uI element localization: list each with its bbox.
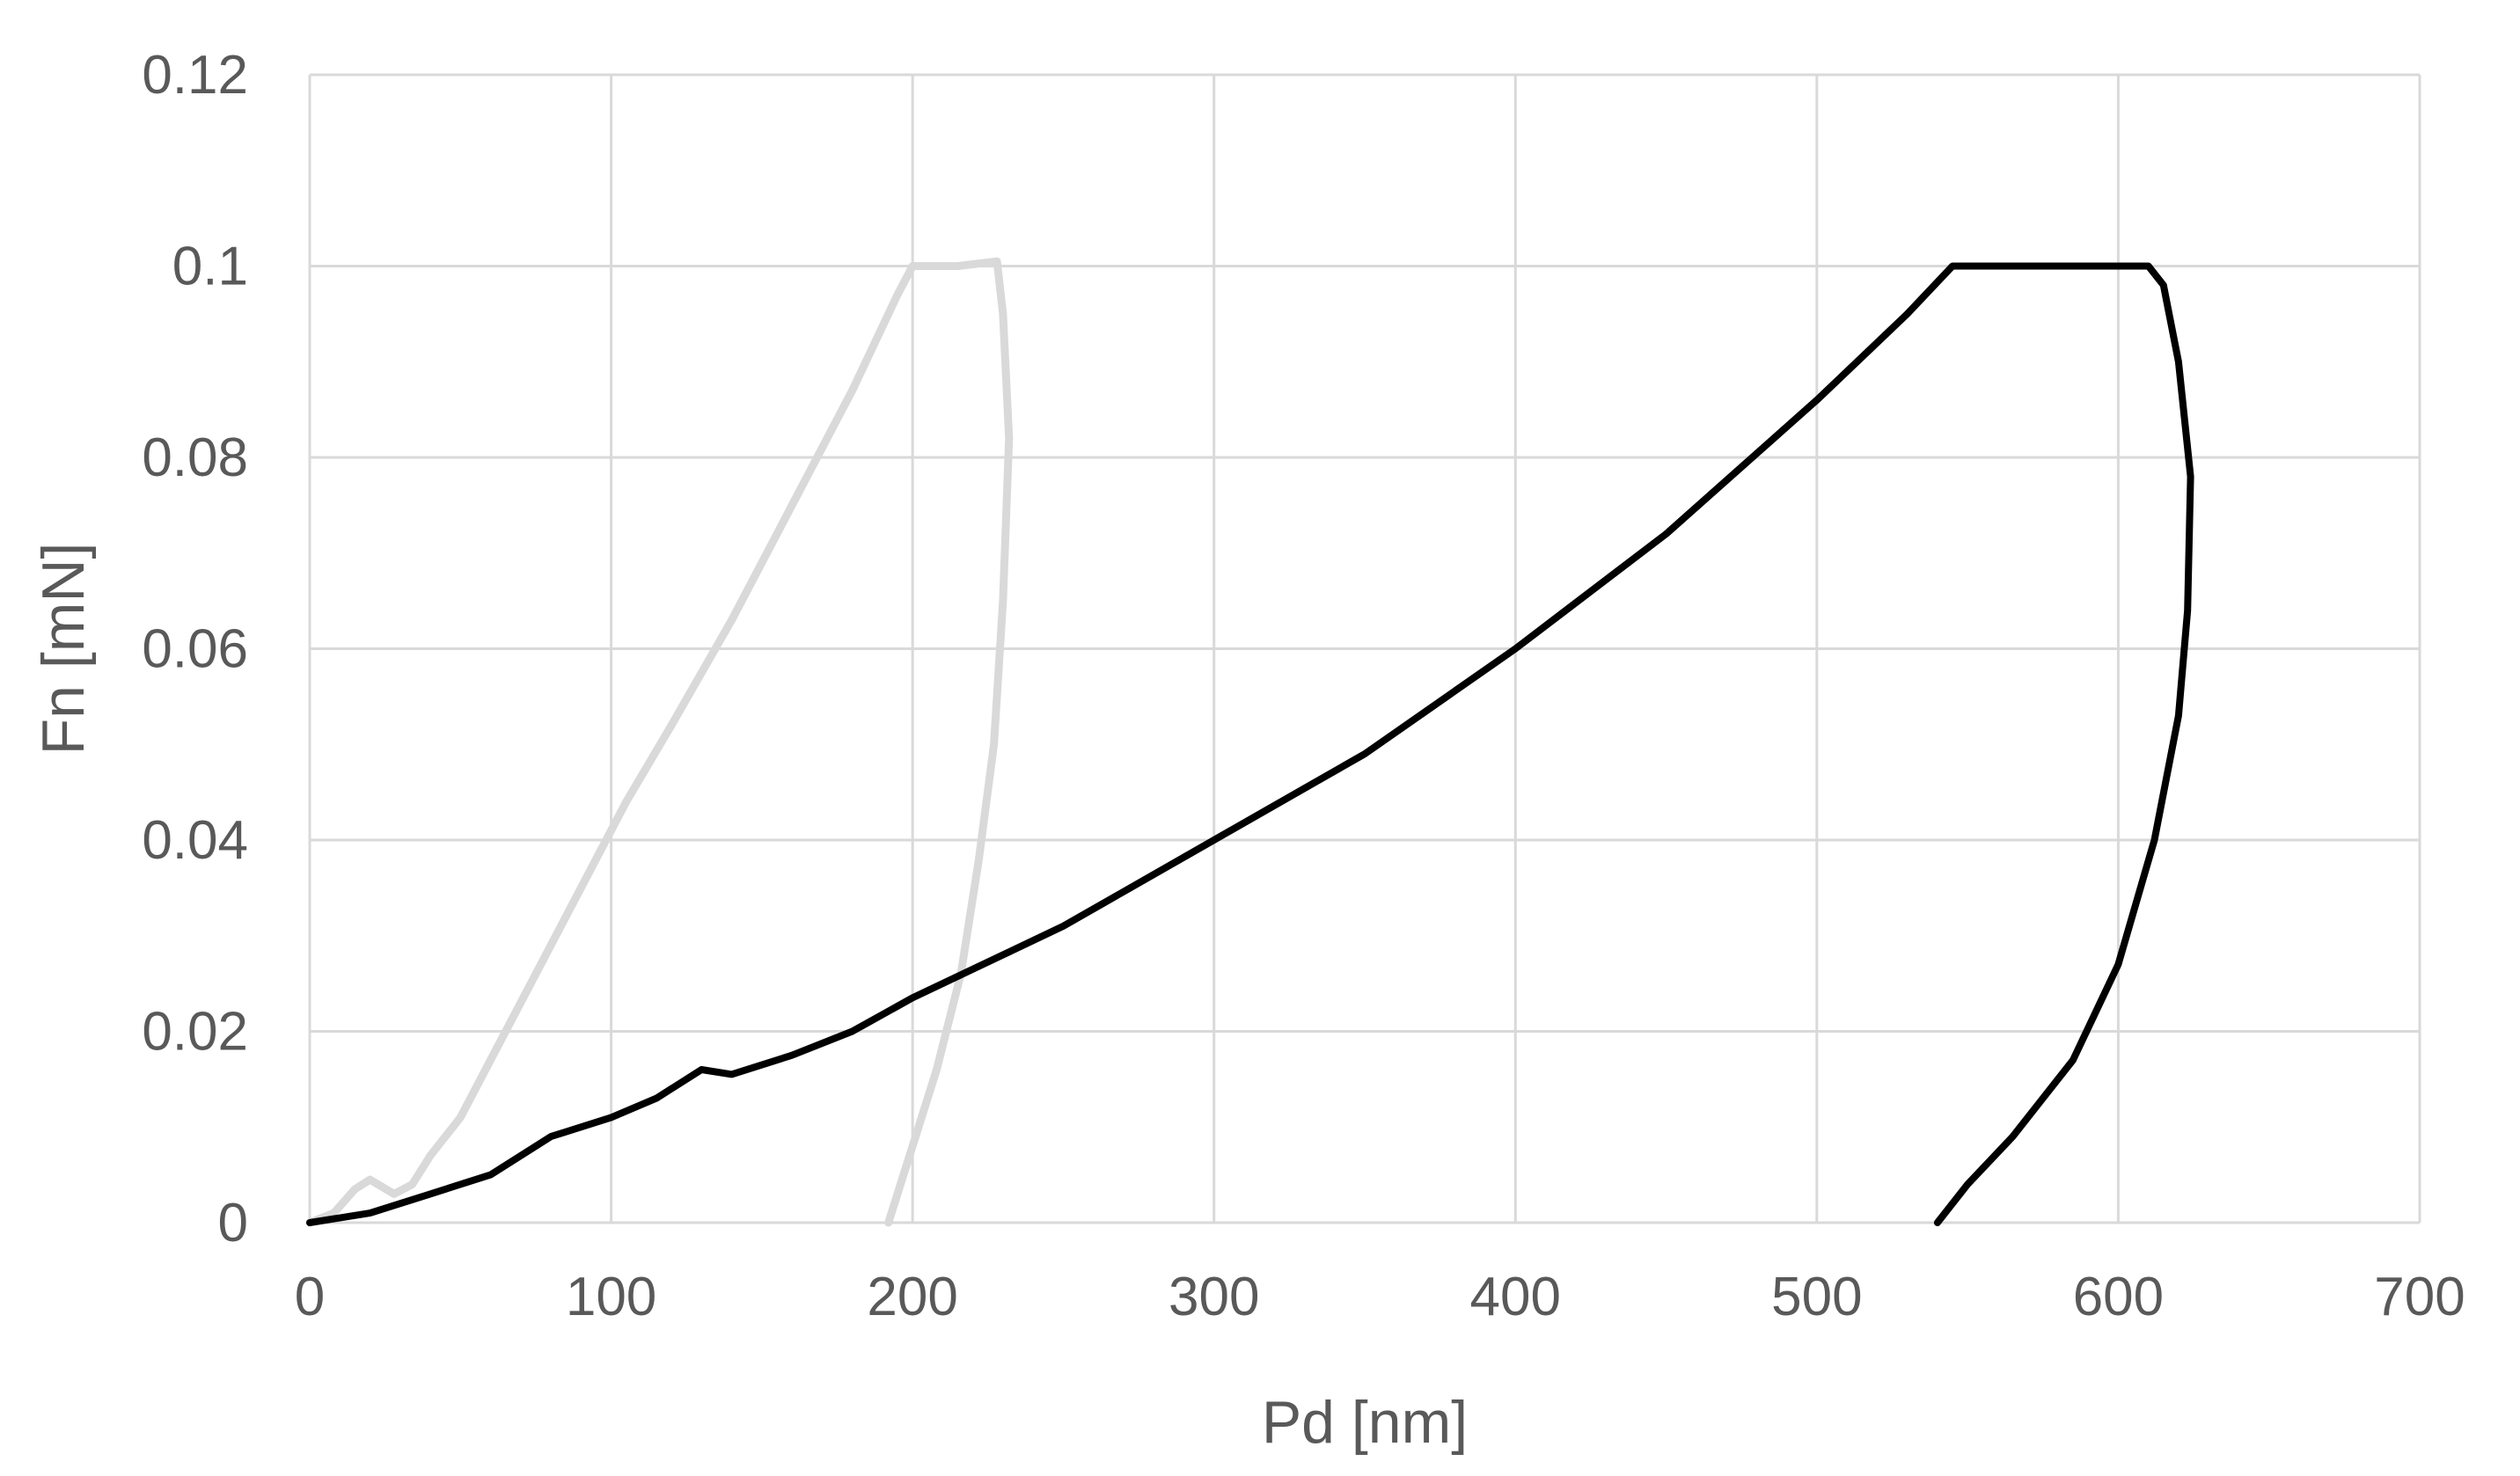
y-axis-title: Fn [mN] xyxy=(30,543,97,756)
x-tick-label: 400 xyxy=(1470,1267,1561,1327)
x-tick-label: 500 xyxy=(1771,1267,1862,1327)
y-tick-label: 0.12 xyxy=(142,45,248,106)
grid-layer xyxy=(308,73,2421,1224)
series-line-light xyxy=(305,257,1014,1227)
y-tick-label: 0.06 xyxy=(142,619,248,680)
series-line-dark xyxy=(306,262,2194,1226)
x-tick-label: 600 xyxy=(2073,1267,2164,1327)
y-tick-label: 0 xyxy=(218,1193,248,1253)
x-tick-label: 200 xyxy=(867,1267,957,1327)
x-tick-label: 300 xyxy=(1168,1267,1259,1327)
x-tick-label: 0 xyxy=(295,1267,325,1327)
x-tick-label: 700 xyxy=(2374,1267,2465,1327)
label-layer: 0 100 200 300 400 500 600 700 0 0.02 0.04 0.06 0.08 0… xyxy=(142,45,2465,1327)
x-axis-title: Pd [nm] xyxy=(1262,1389,1468,1456)
y-tick-label: 0.02 xyxy=(142,1002,248,1063)
y-tick-label: 0.08 xyxy=(142,427,248,488)
series-layer xyxy=(305,257,2194,1227)
y-tick-label: 0.04 xyxy=(142,810,248,871)
y-tick-label: 0.1 xyxy=(172,237,248,297)
x-tick-label: 100 xyxy=(566,1267,656,1327)
